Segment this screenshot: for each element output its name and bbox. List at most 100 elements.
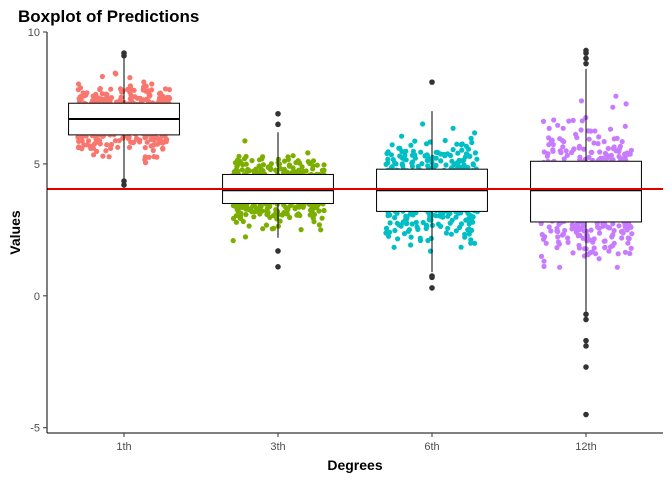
jitter-point [455,150,461,156]
jitter-point [156,91,163,97]
jitter-point [438,158,444,164]
jitter-point [281,168,287,174]
y-tick-label: -5 [30,423,40,435]
jitter-point [625,240,631,246]
jitter-point [166,87,172,93]
jitter-point [243,161,249,167]
jitter-point [297,212,303,219]
jitter-point [470,219,476,225]
jitter-point [108,86,114,92]
outlier-point [583,343,589,349]
jitter-point [395,236,401,242]
jitter-point [469,139,475,146]
jitter-point [595,141,601,147]
chart-title: Boxplot of Predictions [18,7,199,26]
jitter-point [403,148,409,154]
jitter-point [616,223,622,229]
jitter-point [454,160,461,166]
outlier-point [583,411,589,418]
jitter-point [401,231,408,237]
jitter-point [149,81,155,87]
jitter-point [143,83,149,89]
jitter-point [611,240,617,246]
outlier-point [121,178,127,184]
jitter-point [285,207,291,213]
jitter-point [541,149,547,155]
jitter-point [146,93,152,99]
jitter-point [616,148,622,155]
jitter-point [453,228,459,234]
jitter-point [586,136,592,142]
jitter-point [619,228,625,234]
jitter-point [415,226,421,232]
jitter-point [120,135,126,141]
jitter-point [427,139,433,145]
jitter-point [116,138,122,144]
y-axis-title: Values [7,210,23,255]
jitter-point [595,224,601,230]
jitter-point [441,151,447,157]
jitter-point [443,230,449,236]
jitter-point [617,143,624,149]
jitter-point [472,130,478,136]
jitter-point [607,126,614,132]
jitter-point [238,215,244,221]
jitter-point [321,162,327,168]
jitter-point [85,138,92,144]
jitter-point [259,208,265,214]
jitter-point [394,210,400,216]
jitter-point [243,153,249,160]
jitter-point [458,221,465,227]
jitter-point [319,167,325,173]
jitter-point [546,125,552,131]
jitter-point [417,235,423,241]
jitter-point [557,136,563,142]
jitter-point [465,146,472,152]
jitter-point [75,134,81,140]
jitter-point [548,228,554,234]
jitter-point [412,138,418,144]
jitter-point [608,152,615,158]
jitter-point [610,221,616,227]
jitter-point [104,142,110,148]
jitter-point [119,89,125,95]
jitter-point [629,231,635,237]
jitter-point [104,94,110,100]
box-12th [530,47,642,418]
jitter-point [100,153,106,159]
jitter-point [243,211,249,218]
jitter-point [88,145,94,151]
jitter-point [587,250,593,256]
jitter-point [150,147,156,154]
jitter-point [459,147,465,153]
jitter-point [560,144,566,150]
jitter-point [573,131,579,137]
boxes [68,47,642,418]
jitter-point [163,139,169,145]
jitter-point [127,85,133,92]
jitter-point [259,156,265,162]
jitter-point [408,142,414,148]
jitter-point [622,249,629,255]
jitter-point [270,213,276,219]
jitter-point [569,226,575,232]
jitter-point [465,227,471,233]
jitter-point [238,210,244,216]
jitter-point [99,91,105,97]
jitter-point [610,232,616,238]
outlier-point [275,248,281,254]
jitter-point [94,148,100,154]
jitter-point [253,166,259,172]
jitter-point [614,264,620,270]
jitter-point [550,148,556,154]
jitter-point [383,230,389,236]
jitter-point [292,206,298,212]
jitter-point [445,225,451,231]
jitter-point [405,228,411,234]
jitter-point [391,244,397,250]
jitter-point [311,211,318,218]
jitter-point [447,210,453,216]
jitter-point [600,221,606,227]
